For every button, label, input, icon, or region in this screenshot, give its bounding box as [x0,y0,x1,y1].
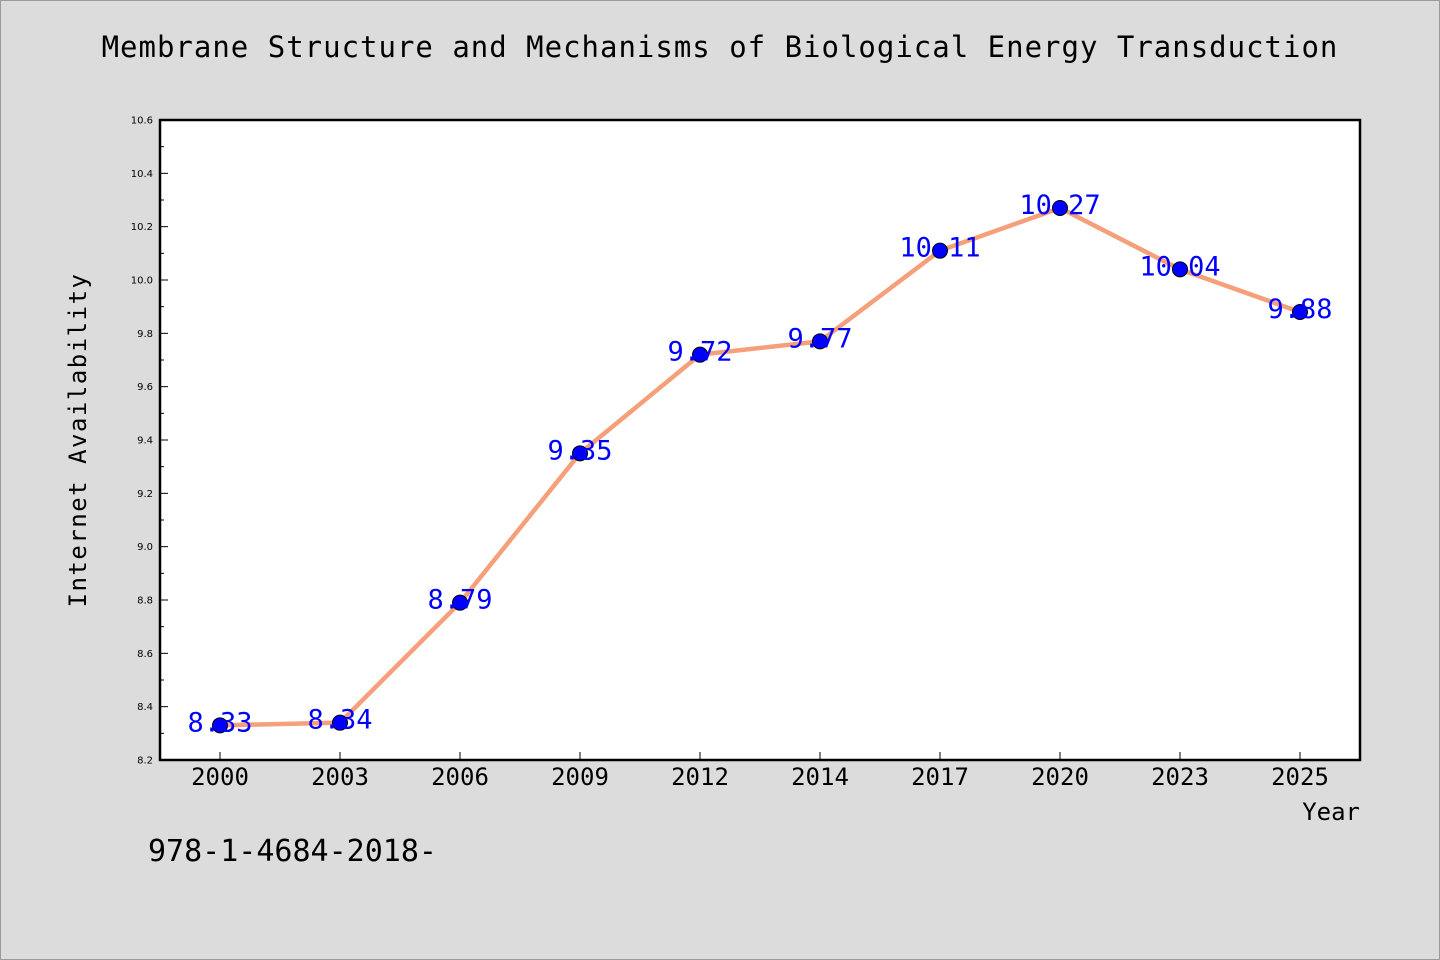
x-tick-label: 2023 [1151,763,1209,791]
x-axis-label: Year [1302,798,1360,826]
data-label: 8.33 [187,707,252,738]
y-tick-label: 9.8 [137,329,153,340]
y-tick-label: 9.4 [137,436,153,447]
x-tick-label: 2000 [191,763,249,791]
x-tick-label: 2003 [311,763,369,791]
data-label: 8.34 [307,705,372,736]
data-label: 10.27 [1019,190,1100,221]
y-tick-label: 9.0 [137,542,153,553]
y-tick-label: 10.2 [131,222,153,233]
plot-border [158,118,1362,762]
data-point [452,594,468,611]
data-point [1172,261,1188,278]
data-label: 10.11 [899,233,980,264]
footer-note: 978-1-4684-2018- [148,834,437,869]
y-tick-label: 8.8 [137,596,153,607]
data-point [332,714,348,731]
x-tick-label: 2012 [671,763,729,791]
data-point [1292,304,1308,320]
data-label: 9.88 [1267,294,1332,325]
x-axis: 2000 2003 2006 2009 2012 2014 2017 2020 2023 2025 [191,752,1329,791]
x-tick-label: 2020 [1031,763,1089,791]
series-layer: 8.33 8.34 8.79 9.35 9.72 9.77 10.11 10.27 10.04 9… [187,190,1332,738]
chart-title: Membrane Structure and Mechanisms of Bio… [101,30,1339,64]
y-tick-label: 8.2 [137,756,153,767]
y-axis-label: Internet Availability [64,273,92,608]
series-line [217,205,1303,728]
data-label: 10.04 [1139,251,1220,282]
y-tick-label: 10.0 [131,276,153,287]
data-label: 9.72 [667,337,732,368]
y-tick-label: 10.6 [131,116,153,127]
data-point [812,333,828,350]
x-tick-label: 2017 [911,763,969,791]
y-tick-label: 8.6 [137,649,153,660]
data-point [1052,200,1068,216]
y-tick-label: 9.6 [137,382,153,393]
data-point [212,717,228,734]
x-tick-label: 2025 [1271,763,1329,791]
y-tick-label: 10.4 [131,169,153,180]
data-label: 9.35 [547,435,612,466]
plot-area [160,120,1360,760]
y-tick-label: 8.4 [137,702,153,713]
x-tick-label: 2009 [551,763,609,791]
x-tick-label: 2014 [791,763,849,791]
x-tick-label: 2006 [431,763,489,791]
data-label: 8.79 [427,585,492,616]
data-point [572,445,588,462]
data-label: 9.77 [787,323,852,354]
data-point [692,346,708,363]
y-tick-label: 9.2 [137,489,153,500]
data-point [932,242,948,259]
y-axis: 8.2 8.4 8.6 8.8 9.0 9.2 9.4 9.6 9.8 10.0 10.2 10.4 1… [131,116,168,767]
